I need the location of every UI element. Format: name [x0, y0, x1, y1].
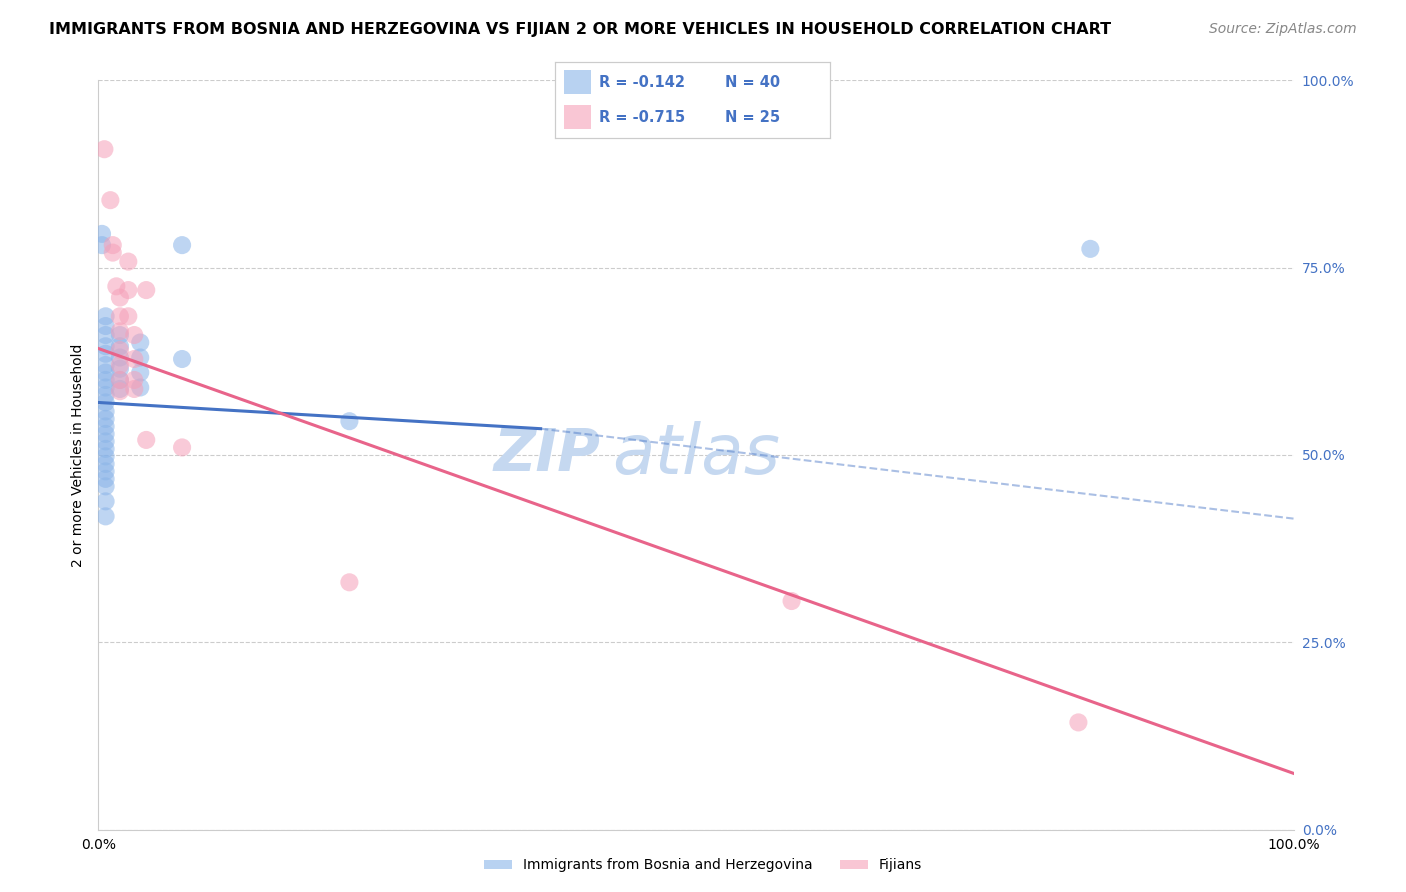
Point	[94, 479, 117, 493]
Point	[129, 380, 152, 394]
Point	[94, 388, 117, 402]
Point	[94, 419, 117, 434]
Text: R = -0.142: R = -0.142	[599, 75, 685, 90]
Point	[108, 291, 131, 305]
Point	[94, 434, 117, 449]
Text: ZIP: ZIP	[494, 426, 600, 483]
Point	[94, 450, 117, 464]
Point	[124, 351, 146, 366]
Point	[93, 142, 115, 156]
Point	[117, 310, 139, 324]
Point	[135, 433, 157, 447]
Text: N = 40: N = 40	[725, 75, 780, 90]
Text: R = -0.715: R = -0.715	[599, 110, 685, 125]
Point	[124, 328, 146, 343]
Point	[94, 310, 117, 324]
Point	[94, 494, 117, 508]
Legend: Immigrants from Bosnia and Herzegovina, Fijians: Immigrants from Bosnia and Herzegovina, …	[478, 853, 928, 878]
Point	[94, 366, 117, 380]
Point	[339, 575, 361, 590]
Point	[94, 347, 117, 361]
Point	[108, 343, 131, 357]
Text: IMMIGRANTS FROM BOSNIA AND HERZEGOVINA VS FIJIAN 2 OR MORE VEHICLES IN HOUSEHOLD: IMMIGRANTS FROM BOSNIA AND HERZEGOVINA V…	[49, 22, 1111, 37]
Point	[117, 283, 139, 297]
Point	[1067, 715, 1090, 730]
Point	[91, 238, 114, 252]
Point	[94, 339, 117, 353]
Point	[98, 193, 122, 207]
Point	[94, 442, 117, 456]
Point	[129, 335, 152, 350]
Point	[108, 324, 131, 338]
Bar	[564, 105, 591, 129]
Point	[105, 279, 128, 293]
Point	[101, 245, 124, 260]
Point	[94, 457, 117, 471]
Point	[108, 339, 131, 353]
Point	[339, 414, 361, 428]
Point	[94, 319, 117, 334]
Point	[94, 395, 117, 409]
Point	[108, 358, 131, 372]
Point	[129, 351, 152, 365]
Text: Source: ZipAtlas.com: Source: ZipAtlas.com	[1209, 22, 1357, 37]
Point	[108, 310, 131, 324]
Point	[108, 384, 131, 399]
Point	[94, 412, 117, 426]
Point	[172, 441, 194, 455]
Point	[108, 382, 131, 396]
Y-axis label: 2 or more Vehicles in Household: 2 or more Vehicles in Household	[72, 343, 86, 566]
Point	[780, 594, 803, 608]
Point	[172, 238, 194, 252]
Text: N = 25: N = 25	[725, 110, 780, 125]
Bar	[564, 70, 591, 95]
Point	[124, 382, 146, 396]
Point	[1080, 242, 1102, 256]
Point	[108, 361, 131, 376]
Point	[135, 283, 157, 297]
Point	[94, 426, 117, 441]
Point	[124, 373, 146, 387]
Point	[172, 351, 194, 366]
Point	[101, 238, 124, 252]
Point	[91, 227, 114, 241]
Point	[108, 328, 131, 343]
Text: atlas: atlas	[613, 421, 780, 489]
Point	[94, 380, 117, 394]
Point	[94, 464, 117, 478]
Point	[94, 358, 117, 372]
Point	[94, 404, 117, 418]
Point	[108, 373, 131, 387]
Point	[129, 366, 152, 380]
Point	[94, 373, 117, 387]
Point	[108, 373, 131, 387]
Point	[94, 509, 117, 524]
Point	[108, 351, 131, 365]
Point	[94, 472, 117, 486]
Point	[94, 328, 117, 343]
Point	[117, 254, 139, 268]
